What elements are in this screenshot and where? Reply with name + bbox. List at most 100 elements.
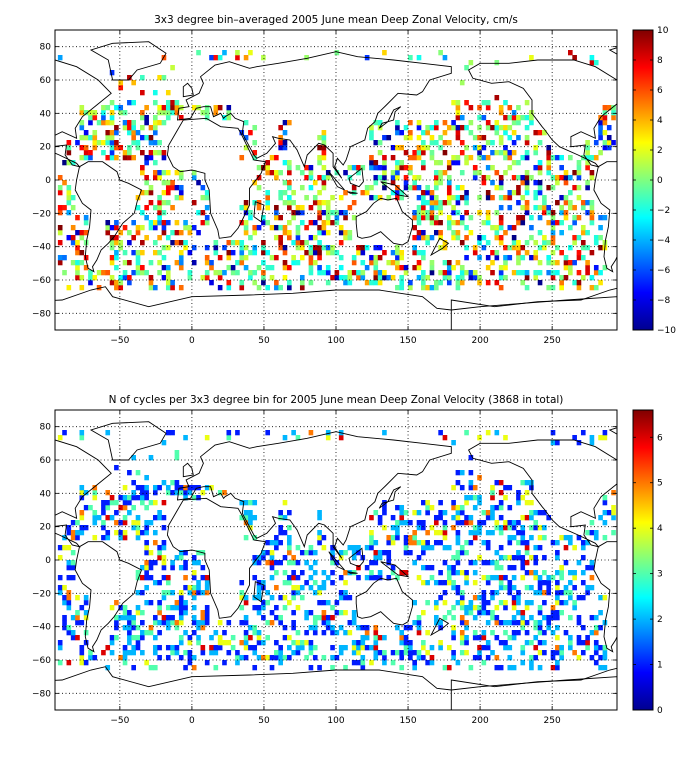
bin-cell (191, 630, 197, 636)
bin-cell (520, 645, 526, 651)
bin-cell (433, 200, 439, 206)
bin-cell (537, 280, 543, 286)
velocity-x-ticks: −50 0 50 100 150 200 250 (110, 30, 561, 346)
bin-cell (568, 225, 573, 231)
bin-cell (282, 555, 288, 561)
bin-cell (524, 135, 530, 141)
bin-cell (546, 260, 552, 266)
bin-cell (481, 590, 487, 596)
bin-cell (421, 285, 426, 291)
bin-cell (490, 595, 495, 601)
bin-cell (101, 140, 106, 146)
bin-cell (101, 120, 106, 126)
bin-cell (585, 145, 590, 151)
bin-cell (278, 615, 283, 621)
bin-cell (265, 165, 271, 171)
bin-cell (148, 625, 154, 631)
bin-cell (433, 600, 439, 606)
bin-cell (593, 615, 599, 621)
bin-cell (421, 145, 426, 151)
bin-cell (135, 610, 141, 616)
bin-cell (79, 260, 85, 266)
bin-cell (520, 560, 526, 566)
bin-cell (395, 195, 400, 201)
bin-cell (442, 510, 448, 516)
bin-cell (477, 645, 482, 651)
bin-cell (438, 135, 443, 141)
bin-cell (485, 120, 491, 126)
bin-cell (57, 545, 63, 551)
bin-cell (494, 480, 500, 486)
bin-cell (261, 280, 266, 286)
bin-cell (524, 190, 530, 196)
bin-cell (416, 625, 422, 631)
bin-cell (226, 250, 232, 256)
bin-cell (265, 285, 271, 291)
bin-cell (477, 495, 482, 501)
bin-cell (122, 225, 128, 231)
bin-cell (524, 570, 530, 576)
bin-cell (455, 285, 461, 291)
bin-cell (589, 565, 595, 571)
bin-cell (568, 50, 573, 56)
bin-cell (127, 155, 132, 161)
bin-cell (507, 135, 513, 141)
bin-cell (429, 260, 435, 266)
bin-cell (507, 225, 513, 231)
bin-cell (559, 600, 564, 606)
bin-cell (161, 590, 167, 596)
bin-cell (174, 600, 180, 606)
bin-cell (399, 630, 405, 636)
bin-cell (399, 515, 405, 521)
bin-cell (317, 215, 322, 221)
bin-cell (511, 270, 517, 276)
bin-cell (131, 525, 136, 531)
bin-cell (481, 220, 487, 226)
coastline (593, 161, 617, 273)
bin-cell (178, 605, 184, 611)
bin-cell (472, 595, 478, 601)
bin-cell (148, 500, 154, 506)
bin-cell (299, 595, 305, 601)
bin-cell (555, 155, 560, 161)
bin-cell (602, 665, 608, 671)
bin-cell (282, 570, 288, 576)
bin-cell (455, 135, 461, 141)
bin-cell (511, 150, 517, 156)
bin-cell (550, 665, 556, 671)
bin-cell (131, 125, 136, 131)
bin-cell (209, 265, 214, 271)
bin-cell (174, 455, 180, 461)
bin-cell (330, 250, 335, 256)
bin-cell (165, 280, 171, 286)
bin-cell (477, 605, 482, 611)
bin-cell (122, 655, 128, 661)
bin-cell (555, 625, 560, 631)
bin-cell (70, 235, 76, 241)
bin-cell (243, 595, 249, 601)
bin-cell (472, 245, 478, 251)
bin-cell (278, 595, 283, 601)
bin-cell (464, 210, 469, 216)
bin-cell (274, 560, 279, 566)
bin-cell (140, 635, 145, 641)
bin-cell (421, 500, 426, 506)
bin-cell (442, 240, 448, 246)
bin-cell (446, 215, 452, 221)
y-tick-label: 40 (40, 489, 52, 499)
x-tick-label: 100 (327, 336, 344, 346)
bin-cell (602, 650, 608, 656)
bin-cell (265, 600, 271, 606)
bin-cell (455, 590, 461, 596)
bin-cell (295, 630, 301, 636)
bin-cell (148, 455, 154, 461)
bin-cell (593, 235, 599, 241)
bin-cell (498, 270, 504, 276)
bin-cell (109, 255, 115, 261)
bin-cell (152, 560, 158, 566)
bin-cell (451, 650, 456, 656)
bin-cell (235, 260, 240, 266)
bin-cell (312, 245, 318, 251)
bin-cell (118, 105, 124, 111)
bin-cell (369, 545, 374, 551)
